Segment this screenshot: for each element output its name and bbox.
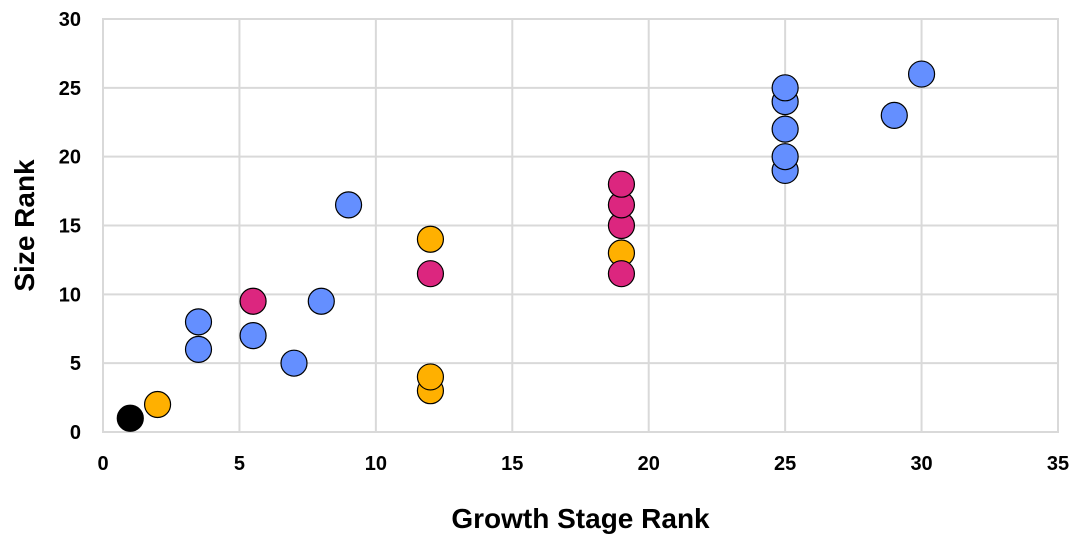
data-point bbox=[239, 322, 267, 350]
x-tick-label: 25 bbox=[774, 453, 796, 475]
data-point bbox=[607, 170, 636, 198]
y-axis-title: Size Rank bbox=[9, 159, 40, 292]
y-tick-label: 5 bbox=[70, 353, 81, 375]
x-tick-label: 35 bbox=[1047, 453, 1069, 475]
x-tick-label: 15 bbox=[501, 453, 523, 475]
data-point bbox=[771, 74, 799, 102]
y-tick-label: 10 bbox=[59, 284, 81, 306]
x-axis-title: Growth Stage Rank bbox=[451, 503, 710, 534]
tick-labels: 0 5 10 15 20 25 30 35 0 5 10 15 20 25 30 bbox=[59, 9, 1069, 475]
data-points bbox=[116, 60, 936, 432]
data-point bbox=[416, 225, 445, 253]
data-point bbox=[771, 115, 799, 143]
y-tick-label: 25 bbox=[59, 78, 81, 100]
y-tick-label: 30 bbox=[59, 9, 81, 31]
y-tick-label: 15 bbox=[59, 216, 81, 238]
x-tick-label: 10 bbox=[365, 453, 387, 475]
data-point bbox=[334, 191, 363, 219]
data-point bbox=[184, 308, 213, 336]
data-point bbox=[907, 60, 936, 88]
data-point bbox=[116, 404, 144, 432]
data-point bbox=[771, 143, 799, 171]
data-point bbox=[307, 287, 335, 315]
grid-layer bbox=[102, 18, 1059, 433]
data-point bbox=[239, 287, 267, 315]
data-point bbox=[280, 349, 308, 377]
data-point bbox=[184, 335, 213, 363]
data-point bbox=[416, 363, 445, 391]
x-tick-label: 30 bbox=[910, 453, 932, 475]
x-tick-label: 20 bbox=[638, 453, 660, 475]
data-point bbox=[143, 390, 172, 419]
x-tick-label: 5 bbox=[234, 453, 245, 475]
data-point bbox=[880, 101, 908, 129]
data-point bbox=[607, 260, 636, 288]
y-tick-label: 20 bbox=[59, 147, 81, 169]
data-point bbox=[416, 260, 445, 288]
y-tick-label: 0 bbox=[70, 422, 81, 444]
x-tick-label: 0 bbox=[97, 453, 108, 475]
